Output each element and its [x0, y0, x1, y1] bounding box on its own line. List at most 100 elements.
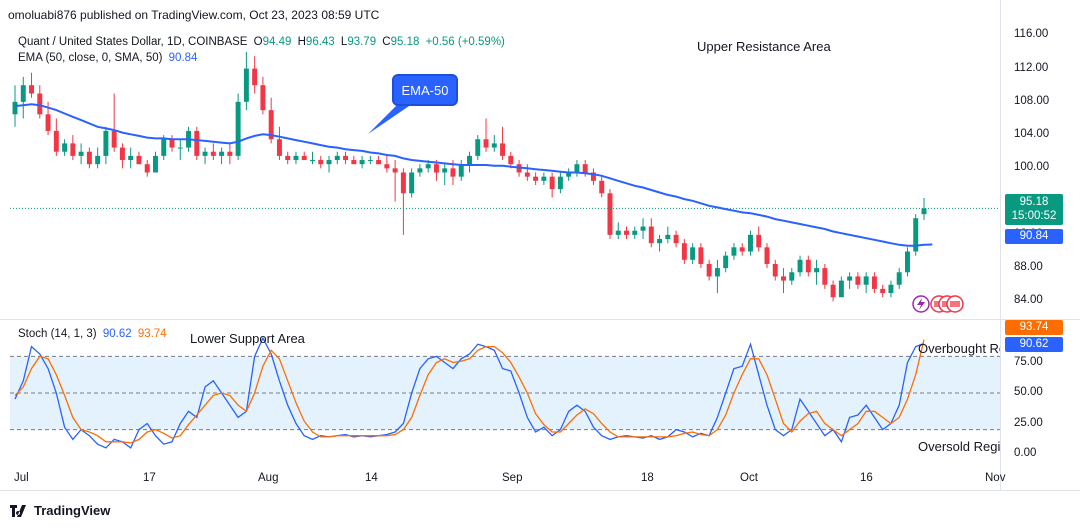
candle: [880, 284, 886, 298]
candle: [194, 126, 200, 161]
candle: [293, 151, 299, 165]
candles: [10, 51, 1000, 302]
candle: [822, 263, 828, 289]
candle: [830, 280, 836, 302]
candle: [814, 259, 820, 285]
candle: [673, 230, 679, 248]
candle: [310, 151, 315, 165]
candle: [500, 126, 506, 161]
candle: [533, 172, 539, 185]
candle: [119, 143, 125, 169]
candle: [524, 164, 530, 181]
stoch-d-line: [14, 339, 925, 444]
change-value: +0.56 (+0.59%): [425, 36, 505, 48]
candle: [781, 268, 786, 294]
ema-callout: EMA-50: [392, 74, 458, 106]
price-axis-tick: 104.00: [1014, 128, 1050, 141]
ema-price-tag: 90.84: [1005, 229, 1063, 244]
candle: [888, 280, 894, 298]
candle: [210, 143, 216, 161]
candle: [698, 243, 704, 269]
stoch-k-line: [14, 336, 925, 449]
high-value: 96.43: [305, 36, 335, 48]
candle: [359, 155, 365, 169]
candle: [657, 234, 663, 252]
time-axis-tick: 16: [860, 472, 873, 484]
candle: [111, 93, 117, 152]
time-axis-tick: 17: [143, 472, 156, 484]
last-price-value: 95.18: [1019, 196, 1049, 208]
candle: [557, 172, 563, 194]
close-value: 95.18: [390, 36, 420, 48]
ema-callout-pointer: [368, 104, 412, 134]
candle: [367, 155, 373, 165]
stoch-k-tag: 90.62: [1005, 337, 1063, 352]
candle: [235, 93, 241, 161]
candle: [896, 268, 902, 289]
candle: [301, 151, 307, 161]
candle: [648, 218, 654, 248]
candle: [541, 172, 547, 185]
candle: [847, 272, 853, 289]
candle: [318, 155, 324, 169]
candle: [53, 118, 59, 156]
candle: [681, 239, 687, 264]
candle: [665, 226, 671, 244]
time-axis-tick: Aug: [258, 472, 279, 484]
low-value: 93.79: [347, 36, 377, 48]
ema-series-line: [14, 103, 933, 247]
candle: [334, 151, 340, 165]
close-label: C: [382, 36, 391, 48]
candle: [219, 147, 225, 165]
time-axis-tick: 18: [641, 472, 654, 484]
stoch-axis-tick: 75.00: [1014, 355, 1043, 368]
candle: [921, 198, 927, 220]
time-axis-tick: Jul: [14, 472, 29, 484]
candle: [243, 51, 249, 111]
candle: [632, 226, 638, 240]
published-line: omoluabi876 published on TradingView.com…: [8, 8, 380, 22]
candle: [723, 251, 729, 273]
candle: [78, 143, 84, 165]
candle: [268, 97, 274, 144]
tradingview-logo-icon: [10, 504, 28, 517]
candle: [400, 168, 406, 235]
candle: [590, 168, 596, 185]
ema-value: 90.84: [168, 52, 198, 64]
candle: [549, 172, 555, 198]
stoch-axis-tick: 0.00: [1014, 447, 1037, 459]
stoch-axis-tick: 25.00: [1014, 416, 1043, 429]
countdown-value: 15:00:52: [1011, 210, 1057, 222]
candle: [62, 139, 68, 156]
axes: [912, 295, 964, 313]
price-axis-tick: 108.00: [1014, 94, 1050, 107]
candle: [153, 151, 158, 173]
candle: [95, 147, 101, 169]
candle: [202, 147, 208, 165]
candle: [467, 151, 472, 173]
time-axis-tick: 14: [365, 472, 378, 484]
candle: [764, 243, 770, 269]
stoch-d-tag: 93.74: [1005, 320, 1063, 335]
time-axis-tick: Oct: [740, 472, 758, 484]
price-axis-tick: 84.00: [1014, 294, 1043, 307]
candle: [797, 255, 803, 277]
price-axis-tick: 100.00: [1014, 161, 1050, 174]
candle: [351, 155, 357, 165]
candle: [475, 135, 481, 161]
candle: [607, 189, 613, 240]
stoch-lines: [14, 336, 925, 449]
candle: [20, 76, 26, 119]
event-icons[interactable]: [912, 295, 964, 313]
candle: [863, 272, 869, 294]
candle: [624, 226, 629, 240]
ema-legend: EMA (50, close, 0, SMA, 50) 90.84: [18, 52, 200, 64]
candle: [136, 151, 142, 165]
candle: [376, 155, 382, 165]
stoch-axis-tick: 50.00: [1014, 386, 1043, 398]
candle: [747, 230, 753, 256]
open-value: 94.49: [262, 36, 292, 48]
price-axis-tick: 116.00: [1014, 28, 1049, 41]
candle: [29, 72, 35, 98]
